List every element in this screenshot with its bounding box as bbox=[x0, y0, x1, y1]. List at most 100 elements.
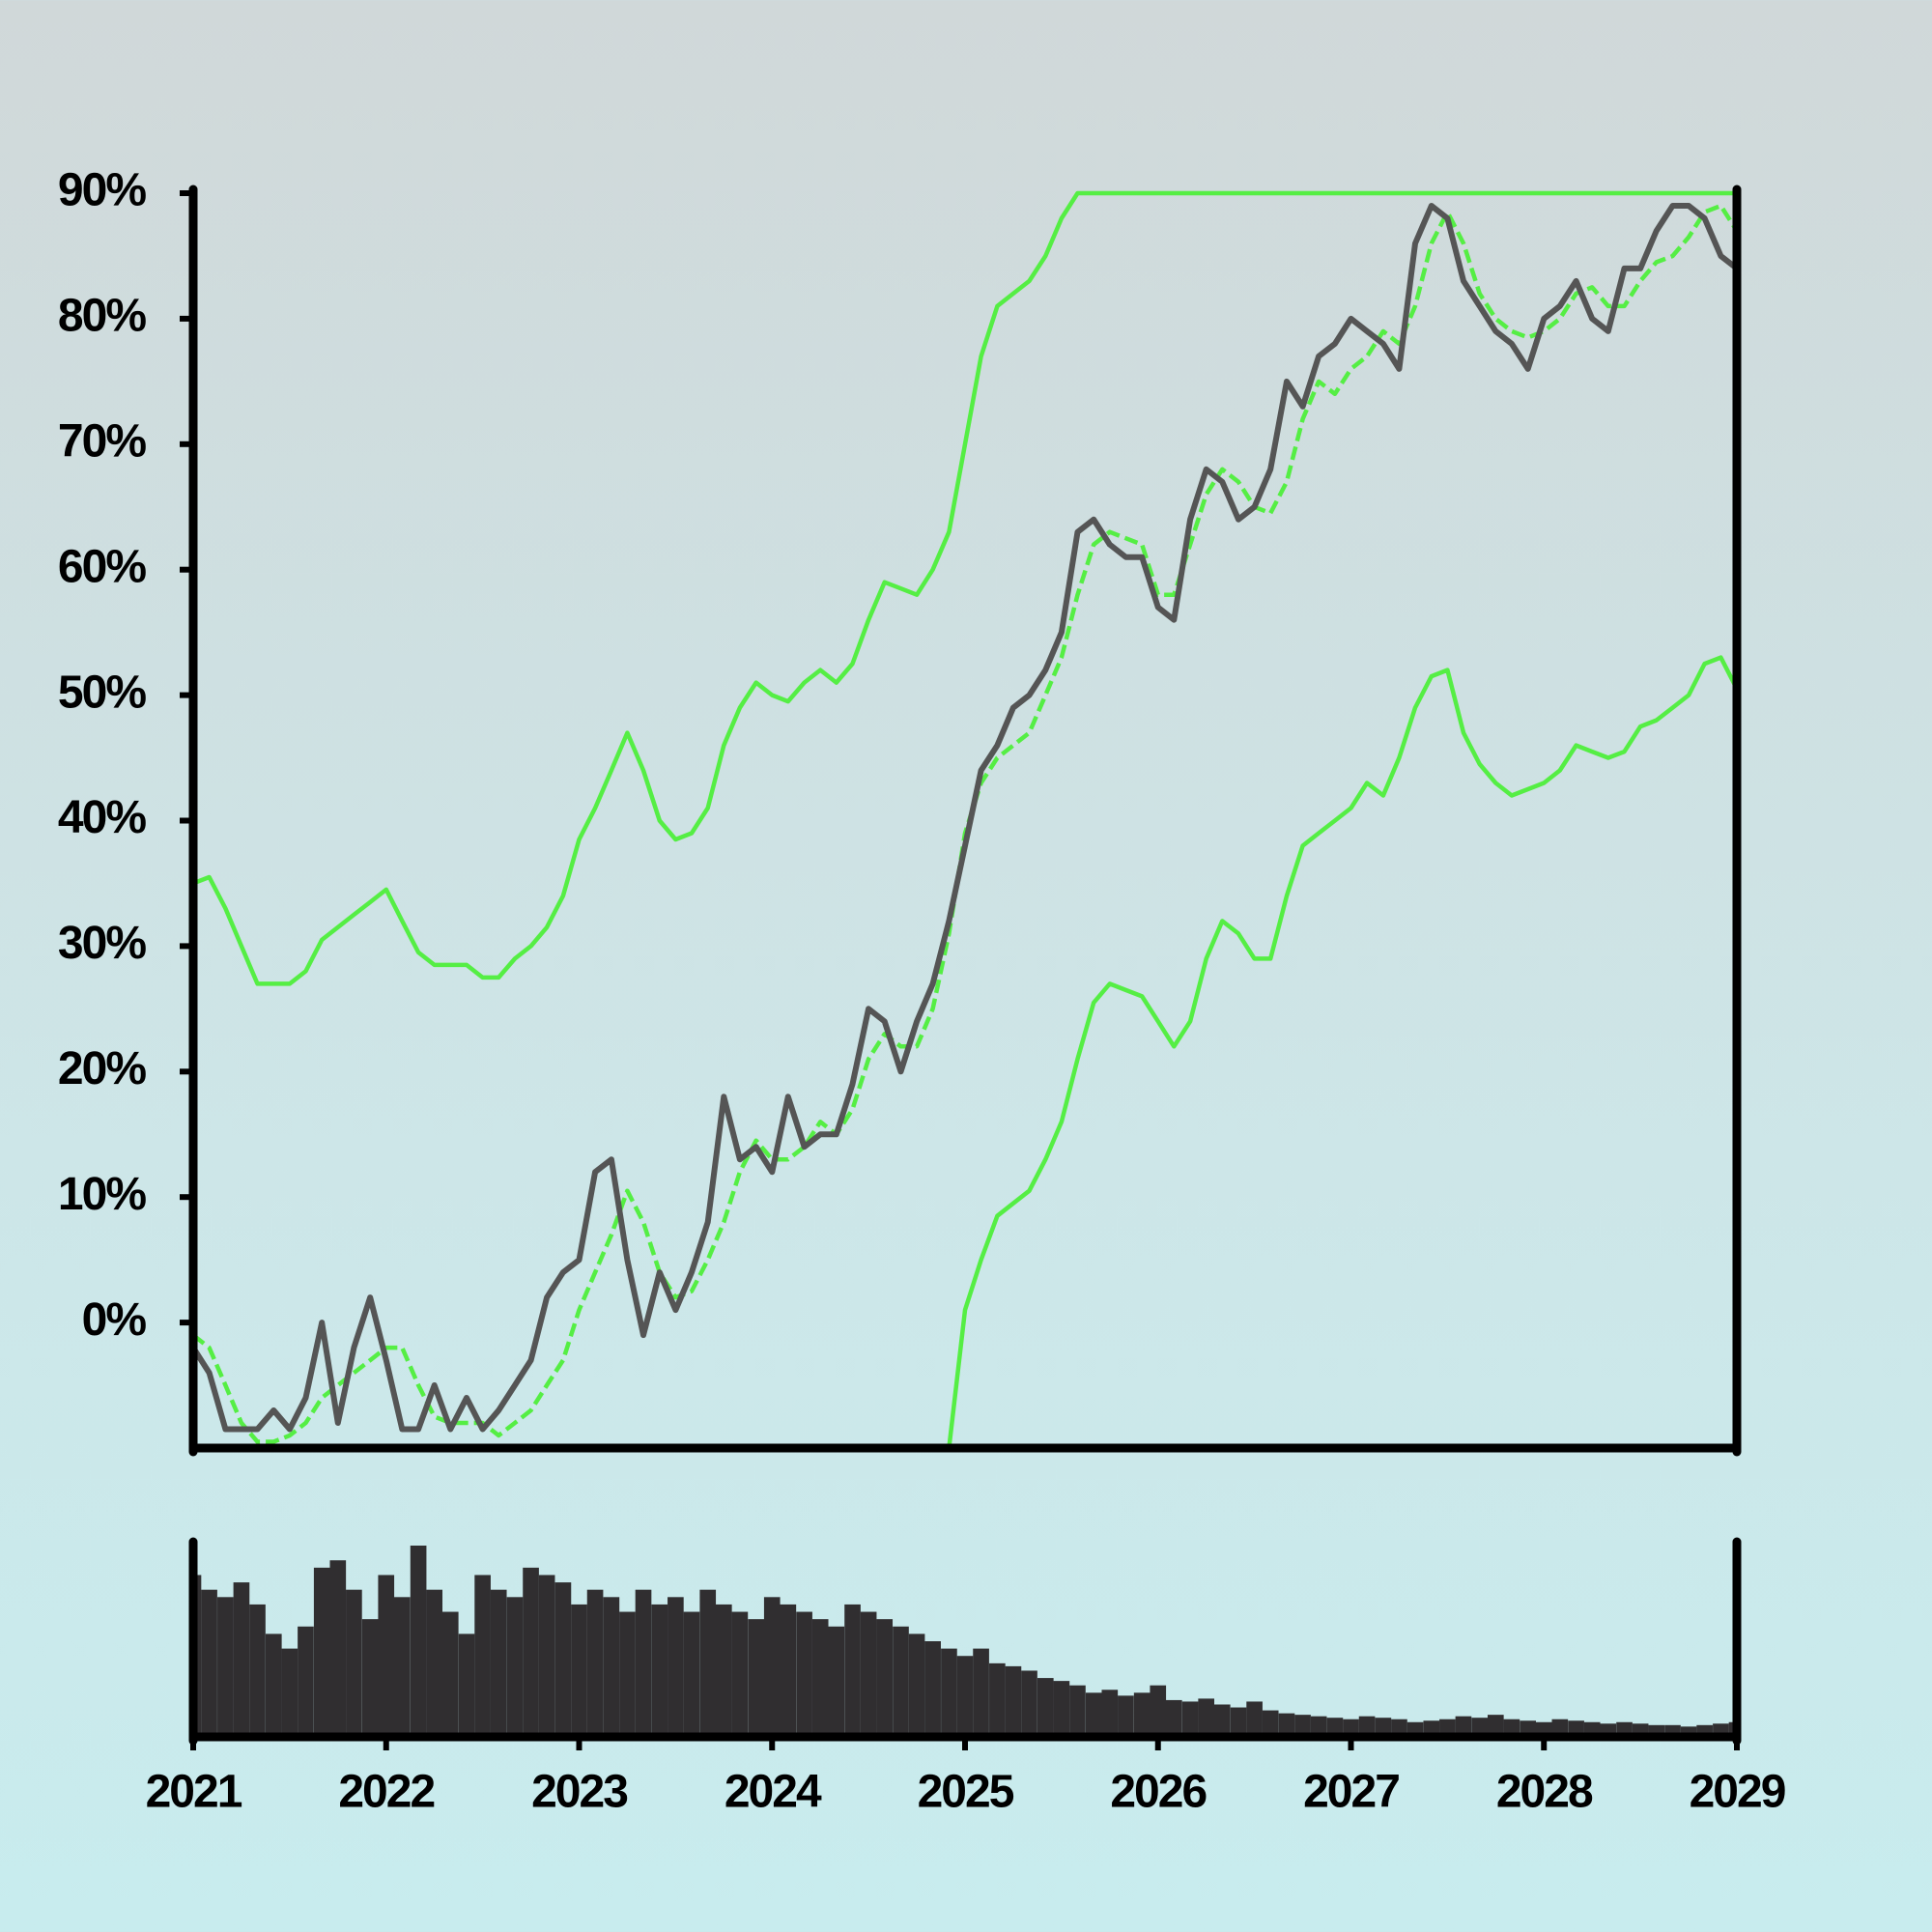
series-line bbox=[193, 190, 1737, 986]
x-tick-label: 2024 bbox=[724, 1767, 822, 1818]
volume-bar bbox=[1230, 1707, 1247, 1737]
volume-bar bbox=[1262, 1710, 1279, 1737]
volume-bar bbox=[281, 1648, 298, 1737]
volume-bar bbox=[1439, 1719, 1456, 1737]
x-tick-label: 2023 bbox=[531, 1767, 627, 1818]
volume-bar bbox=[908, 1634, 925, 1737]
volume-bar bbox=[1101, 1690, 1119, 1737]
y-tick-label: 90% bbox=[58, 165, 146, 216]
volume-bar bbox=[441, 1611, 459, 1737]
volume-bar bbox=[1150, 1685, 1167, 1737]
volume-bar bbox=[346, 1589, 362, 1737]
volume-bar bbox=[249, 1604, 266, 1737]
volume-bar bbox=[1213, 1704, 1231, 1737]
y-tick-label: 10% bbox=[58, 1169, 146, 1220]
volume-bar bbox=[474, 1575, 491, 1737]
volume-bar bbox=[1455, 1716, 1472, 1737]
volume-bar bbox=[860, 1611, 877, 1737]
volume-bar bbox=[780, 1604, 797, 1737]
volume-bar bbox=[394, 1597, 411, 1737]
volume-bar bbox=[1198, 1698, 1215, 1737]
y-tick-label: 60% bbox=[58, 541, 146, 592]
volume-bar bbox=[458, 1634, 475, 1737]
volume-bar bbox=[523, 1567, 539, 1737]
volume-bar bbox=[1375, 1718, 1392, 1737]
volume-bar bbox=[763, 1597, 781, 1737]
volume-bar bbox=[1503, 1719, 1520, 1737]
volume-bar bbox=[1551, 1719, 1569, 1737]
x-tick-label: 2022 bbox=[338, 1767, 434, 1818]
volume-bar bbox=[924, 1641, 941, 1737]
volume-bar bbox=[1021, 1670, 1037, 1737]
volume-bar bbox=[1069, 1685, 1086, 1737]
volume-bar bbox=[1085, 1692, 1102, 1737]
series-line bbox=[945, 655, 1737, 1448]
y-tick-label: 50% bbox=[58, 667, 146, 718]
x-tick-label: 2026 bbox=[1110, 1767, 1206, 1818]
volume-bar bbox=[989, 1662, 1006, 1737]
volume-bar bbox=[298, 1626, 314, 1737]
plot-area bbox=[193, 190, 1737, 1448]
volume-bar bbox=[731, 1611, 749, 1737]
x-tick-label: 2027 bbox=[1303, 1767, 1399, 1818]
volume-bar bbox=[571, 1604, 587, 1737]
x-tick-label: 2025 bbox=[918, 1767, 1014, 1818]
volume-bar bbox=[1680, 1726, 1697, 1737]
volume-bar bbox=[844, 1604, 861, 1737]
volume-bar bbox=[1391, 1719, 1407, 1737]
volume-bar bbox=[1310, 1716, 1327, 1737]
volume-bar bbox=[796, 1611, 812, 1737]
volume-bar bbox=[973, 1648, 989, 1737]
volume-bar bbox=[554, 1582, 572, 1737]
volume-bar bbox=[1246, 1701, 1263, 1737]
series-line bbox=[193, 203, 1737, 1433]
volume-bar bbox=[265, 1634, 282, 1737]
volume-bar bbox=[811, 1619, 829, 1737]
volume-bar bbox=[828, 1626, 845, 1737]
y-tick-label: 40% bbox=[58, 792, 146, 843]
volume-bar bbox=[941, 1648, 957, 1737]
volume-bar bbox=[956, 1656, 974, 1737]
volume-bar bbox=[217, 1597, 234, 1737]
volume-bar bbox=[506, 1597, 524, 1737]
y-tick-label: 20% bbox=[58, 1043, 146, 1094]
volume-bar bbox=[490, 1589, 507, 1737]
volume-bar bbox=[426, 1589, 443, 1737]
volume-bar bbox=[1118, 1695, 1134, 1737]
x-tick-label: 2021 bbox=[146, 1767, 242, 1818]
y-tick-label: 30% bbox=[58, 918, 146, 969]
volume-bar bbox=[1358, 1716, 1376, 1737]
volume-bar bbox=[1166, 1699, 1182, 1737]
volume-bar bbox=[668, 1597, 684, 1737]
volume-bar bbox=[378, 1575, 395, 1737]
volume-bar bbox=[1278, 1713, 1295, 1737]
y-tick-label: 80% bbox=[58, 291, 146, 342]
x-tick-label: 2028 bbox=[1496, 1767, 1593, 1818]
volume-bar bbox=[876, 1619, 894, 1737]
volume-bar bbox=[329, 1560, 347, 1737]
volume-bar bbox=[1133, 1692, 1151, 1737]
volume-bar bbox=[715, 1604, 732, 1737]
volume-bar bbox=[410, 1546, 427, 1737]
volume-bar bbox=[1005, 1665, 1022, 1737]
volume-bar bbox=[619, 1611, 636, 1737]
volume-bar bbox=[699, 1589, 717, 1737]
volume-bar bbox=[603, 1597, 620, 1737]
volume-bar bbox=[651, 1604, 668, 1737]
volume-bar bbox=[233, 1582, 250, 1737]
volume-bar bbox=[748, 1619, 764, 1737]
x-tick-label: 2029 bbox=[1690, 1767, 1785, 1818]
volume-bar bbox=[1037, 1678, 1054, 1737]
volume-bar bbox=[1053, 1681, 1070, 1737]
volume-bar bbox=[1471, 1718, 1489, 1737]
series-line bbox=[193, 203, 1737, 1444]
volume-bar bbox=[635, 1589, 652, 1737]
volume-bar bbox=[893, 1626, 909, 1737]
volume-bar bbox=[586, 1589, 604, 1737]
y-tick-label: 70% bbox=[58, 415, 146, 467]
volume-bar bbox=[1487, 1715, 1504, 1737]
volume-bar bbox=[1181, 1701, 1199, 1737]
volume-bar bbox=[361, 1619, 379, 1737]
volume-bar bbox=[1343, 1719, 1359, 1737]
